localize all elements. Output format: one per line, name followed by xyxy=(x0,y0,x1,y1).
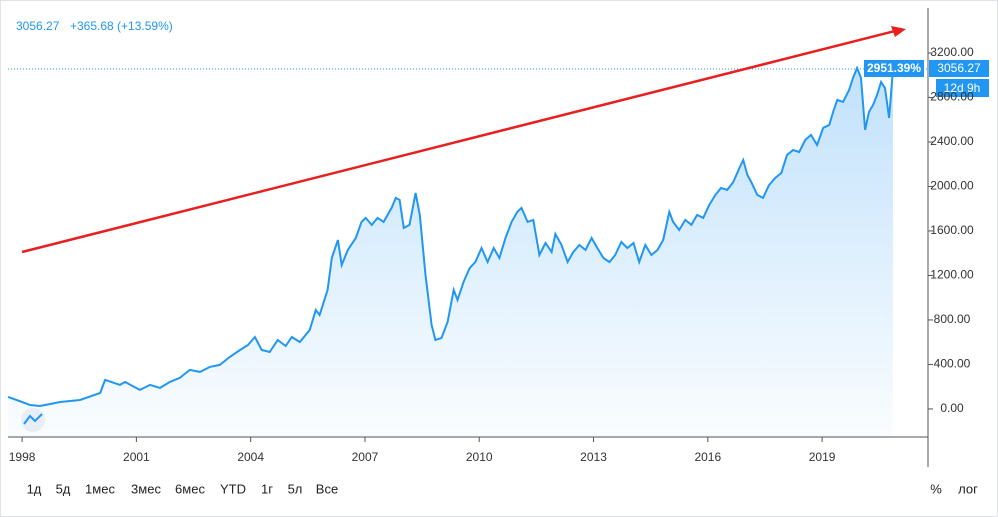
price-badge-text: 3056.27 xyxy=(937,61,981,75)
x-tick-label: 2007 xyxy=(352,450,379,464)
x-tick-label: 2013 xyxy=(580,450,607,464)
x-tick-label: 2001 xyxy=(123,450,150,464)
y-tick-label: 1200.00 xyxy=(930,268,974,282)
option-button[interactable]: % xyxy=(930,481,942,496)
price-badge xyxy=(929,60,989,77)
range-button[interactable]: 1мес xyxy=(85,481,115,496)
range-button[interactable]: 1г xyxy=(261,481,273,496)
header-price: 3056.27 xyxy=(16,19,60,33)
plot xyxy=(7,65,928,437)
y-tick-label: 3200.00 xyxy=(930,45,974,59)
x-tick-label: 1998 xyxy=(9,450,36,464)
percent-badge-text: 2951.39% xyxy=(867,61,921,75)
trend-arrow xyxy=(21,29,896,254)
y-tick-label: 0.00 xyxy=(940,401,964,415)
y-tick-label: 2000.00 xyxy=(930,179,974,193)
line xyxy=(7,65,894,408)
countdown-badge xyxy=(936,79,989,97)
area-fill xyxy=(8,68,893,437)
percent-badge xyxy=(864,60,924,77)
y-tick-label: 2800.00 xyxy=(930,90,974,104)
x-tick-label: 2010 xyxy=(466,450,493,464)
y-tick-label: 2400.00 xyxy=(930,134,974,148)
countdown-text: 12d 9h xyxy=(944,81,981,95)
range-button[interactable]: 5д xyxy=(56,481,71,496)
range-button[interactable]: 1д xyxy=(27,481,42,496)
y-tick-label: 1600.00 xyxy=(930,223,974,237)
range-button[interactable]: Все xyxy=(316,481,338,496)
range-button[interactable]: 6мес xyxy=(175,481,205,496)
x-tick-label: 2016 xyxy=(694,450,721,464)
range-button[interactable]: 3мес xyxy=(131,481,161,496)
option-button[interactable]: лог xyxy=(958,481,978,496)
header-change: +365.68 (+13.59%) xyxy=(70,19,173,33)
y-tick-label: 800.00 xyxy=(934,312,971,326)
range-button[interactable]: YTD xyxy=(220,481,246,496)
x-tick-label: 2004 xyxy=(237,450,264,464)
arrow-head xyxy=(891,26,906,37)
range-button[interactable]: 5л xyxy=(288,481,303,496)
logo xyxy=(21,408,45,432)
x-tick-label: 2019 xyxy=(809,450,836,464)
y-tick-label: 400.00 xyxy=(934,357,971,371)
